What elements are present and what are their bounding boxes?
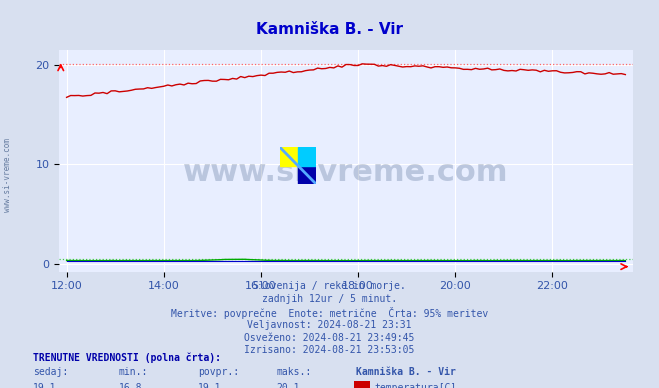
Text: 19,1: 19,1 xyxy=(198,383,221,388)
Text: TRENUTNE VREDNOSTI (polna črta):: TRENUTNE VREDNOSTI (polna črta): xyxy=(33,352,221,363)
Text: www.si-vreme.com: www.si-vreme.com xyxy=(183,158,509,187)
Text: Kamniška B. - Vir: Kamniška B. - Vir xyxy=(256,22,403,37)
Text: 16,8: 16,8 xyxy=(119,383,142,388)
Text: Veljavnost: 2024-08-21 23:31: Veljavnost: 2024-08-21 23:31 xyxy=(247,320,412,330)
Text: sedaj:: sedaj: xyxy=(33,367,68,377)
Text: Izrisano: 2024-08-21 23:53:05: Izrisano: 2024-08-21 23:53:05 xyxy=(244,345,415,355)
Text: temperatura[C]: temperatura[C] xyxy=(374,383,457,388)
Bar xyxy=(298,166,316,184)
Text: zadnjih 12ur / 5 minut.: zadnjih 12ur / 5 minut. xyxy=(262,294,397,304)
Text: Osveženo: 2024-08-21 23:49:45: Osveženo: 2024-08-21 23:49:45 xyxy=(244,333,415,343)
Bar xyxy=(280,147,298,166)
Text: maks.:: maks.: xyxy=(277,367,312,377)
Bar xyxy=(298,147,316,166)
Text: 20,1: 20,1 xyxy=(277,383,301,388)
Text: povpr.:: povpr.: xyxy=(198,367,239,377)
Text: Kamniška B. - Vir: Kamniška B. - Vir xyxy=(356,367,456,377)
Text: min.:: min.: xyxy=(119,367,148,377)
Text: Slovenija / reke in morje.: Slovenija / reke in morje. xyxy=(253,281,406,291)
Text: www.si-vreme.com: www.si-vreme.com xyxy=(3,138,13,211)
Text: Meritve: povprečne  Enote: metrične  Črta: 95% meritev: Meritve: povprečne Enote: metrične Črta:… xyxy=(171,307,488,319)
Text: 19,1: 19,1 xyxy=(33,383,57,388)
